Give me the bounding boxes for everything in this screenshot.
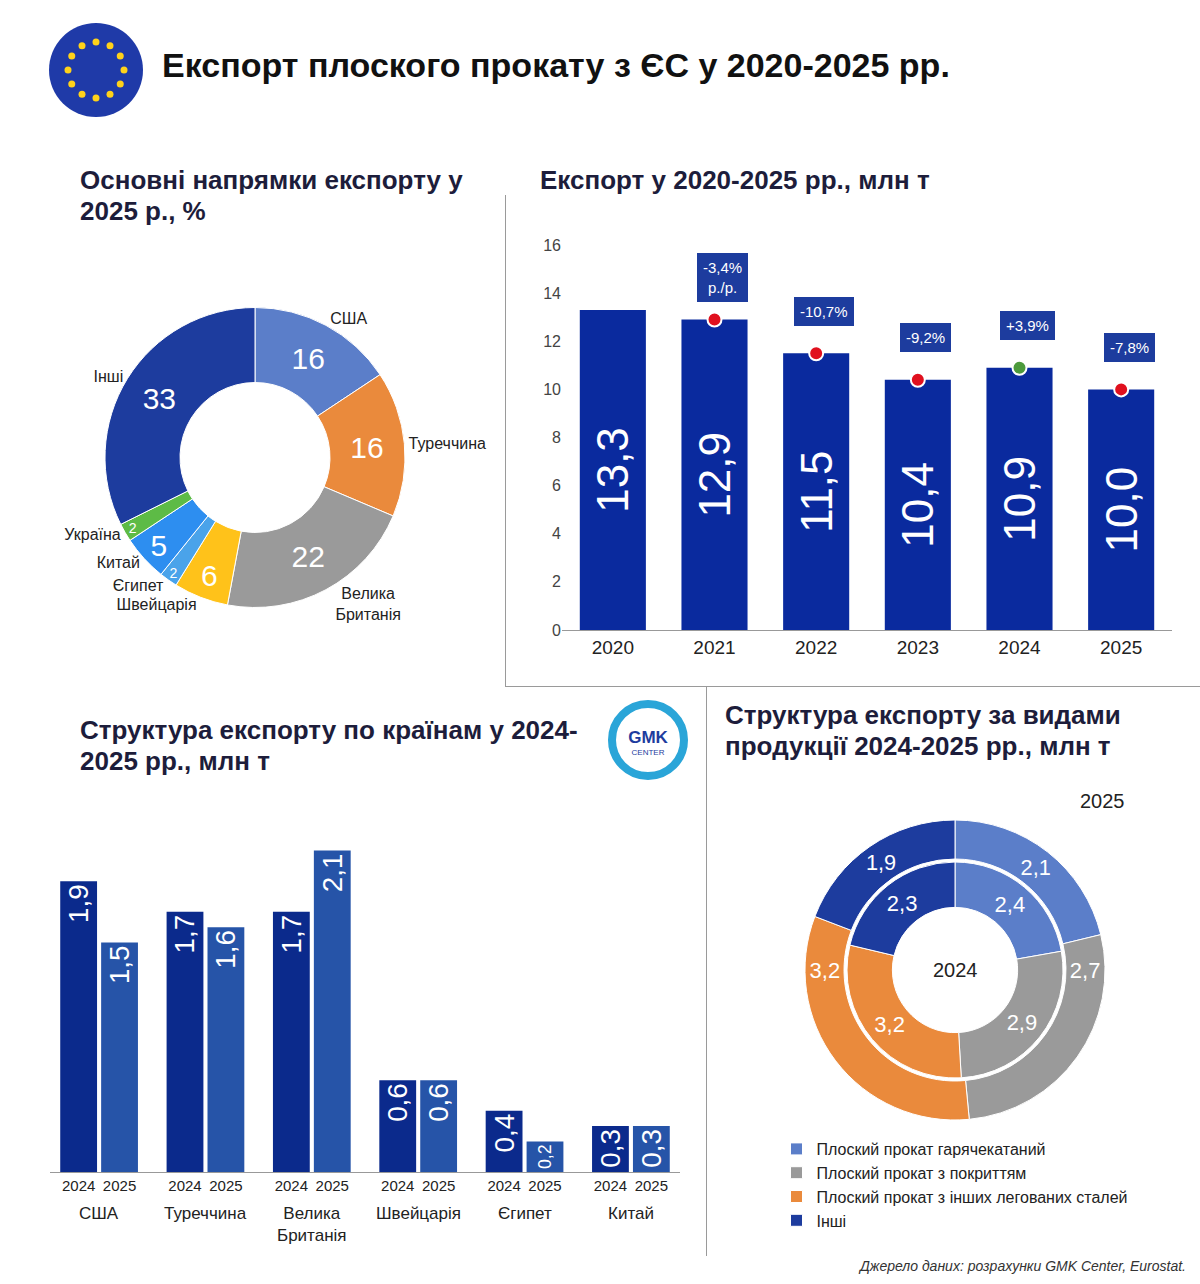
svg-text:CENTER: CENTER xyxy=(632,748,665,757)
svg-text:10,9: 10,9 xyxy=(995,456,1044,542)
html-text:Основні напрямки експорту у 20: Основні напрямки експорту у 2025 р., % xyxy=(80,165,463,227)
svg-text:1,6: 1,6 xyxy=(210,930,241,969)
svg-text:0,6: 0,6 xyxy=(423,1083,454,1122)
html-text:Експорт плоского прокату з ЄС: Експорт плоского прокату з ЄС у 2020-202… xyxy=(162,46,950,84)
svg-text:2025: 2025 xyxy=(635,1177,668,1194)
svg-text:Швейцарія: Швейцарія xyxy=(117,596,197,613)
svg-text:GMK: GMK xyxy=(628,728,668,747)
svg-text:0,3: 0,3 xyxy=(595,1129,626,1168)
svg-text:Плоский прокат з покриттям: Плоский прокат з покриттям xyxy=(817,1165,1027,1182)
svg-text:1,9: 1,9 xyxy=(866,850,896,875)
svg-text:0,3: 0,3 xyxy=(636,1129,667,1168)
svg-text:4: 4 xyxy=(552,525,561,542)
svg-text:Китай: Китай xyxy=(608,1204,654,1223)
svg-text:33: 33 xyxy=(143,382,176,415)
svg-text:0: 0 xyxy=(552,622,561,639)
html-text:Структура експорту по країнам: Структура експорту по країнам у 2024-202… xyxy=(80,715,578,777)
svg-text:0,4: 0,4 xyxy=(489,1114,520,1153)
svg-text:2025: 2025 xyxy=(528,1177,561,1194)
svg-text:5: 5 xyxy=(151,529,168,562)
html-text:Структура експорту за видами п: Структура експорту за видами продукції 2… xyxy=(725,700,1121,762)
svg-text:2024: 2024 xyxy=(62,1177,95,1194)
svg-text:2,1: 2,1 xyxy=(317,854,348,893)
svg-text:Туреччина: Туреччина xyxy=(164,1204,247,1223)
svg-text:22: 22 xyxy=(292,540,325,573)
svg-text:2025: 2025 xyxy=(316,1177,349,1194)
svg-text:1,9: 1,9 xyxy=(63,884,94,923)
svg-text:-3,4%р./р.: -3,4%р./р. xyxy=(703,259,742,296)
svg-text:2024: 2024 xyxy=(487,1177,520,1194)
svg-text:3,2: 3,2 xyxy=(810,958,841,983)
svg-text:2,1: 2,1 xyxy=(1021,855,1051,880)
svg-text:1,7: 1,7 xyxy=(169,915,200,954)
svg-text:2024: 2024 xyxy=(275,1177,308,1194)
svg-text:16: 16 xyxy=(543,237,561,254)
svg-text:2,3: 2,3 xyxy=(887,891,918,916)
svg-text:2025: 2025 xyxy=(209,1177,242,1194)
svg-text:Плоский прокат гарячекатаний: Плоский прокат гарячекатаний xyxy=(817,1141,1046,1158)
svg-text:11,5: 11,5 xyxy=(792,450,841,532)
svg-text:10,0: 10,0 xyxy=(1097,467,1146,553)
svg-text:2: 2 xyxy=(129,520,137,536)
svg-text:2,7: 2,7 xyxy=(1070,958,1101,983)
svg-text:2025: 2025 xyxy=(422,1177,455,1194)
svg-text:8: 8 xyxy=(552,429,561,446)
svg-text:Україна: Україна xyxy=(64,526,121,543)
svg-text:2022: 2022 xyxy=(795,637,837,658)
svg-text:Єгипет: Єгипет xyxy=(113,577,164,594)
svg-text:-9,2%: -9,2% xyxy=(906,329,945,346)
svg-text:2025: 2025 xyxy=(1080,790,1125,812)
svg-text:10,4: 10,4 xyxy=(893,462,942,548)
svg-text:1,7: 1,7 xyxy=(276,915,307,954)
svg-text:Єгипет: Єгипет xyxy=(498,1204,552,1223)
svg-text:США: США xyxy=(79,1204,119,1223)
svg-text:2025: 2025 xyxy=(103,1177,136,1194)
svg-text:3,2: 3,2 xyxy=(874,1012,905,1037)
svg-text:2023: 2023 xyxy=(897,637,939,658)
svg-text:+3,9%: +3,9% xyxy=(1006,317,1049,334)
svg-text:6: 6 xyxy=(201,559,218,592)
svg-text:2,4: 2,4 xyxy=(995,892,1026,917)
svg-text:2024: 2024 xyxy=(998,637,1041,658)
svg-text:2,9: 2,9 xyxy=(1007,1010,1038,1035)
svg-text:0,2: 0,2 xyxy=(535,1144,555,1169)
svg-text:2024: 2024 xyxy=(381,1177,414,1194)
svg-text:ВеликаБританія: ВеликаБританія xyxy=(277,1204,347,1245)
svg-text:США: США xyxy=(330,310,367,327)
svg-text:Інші: Інші xyxy=(817,1213,847,1230)
html-text:Джерело даних: розрахунки GMK: Джерело даних: розрахунки GMK Center, Eu… xyxy=(859,1258,1186,1274)
svg-text:Інші: Інші xyxy=(94,368,124,385)
svg-text:Швейцарія: Швейцарія xyxy=(376,1204,461,1223)
svg-text:0,6: 0,6 xyxy=(382,1083,413,1122)
svg-text:12: 12 xyxy=(543,333,561,350)
html-text:Експорт у 2020-2025 рр., млн т: Експорт у 2020-2025 рр., млн т xyxy=(540,165,930,195)
svg-text:14: 14 xyxy=(543,285,561,302)
svg-text:6: 6 xyxy=(552,477,561,494)
svg-text:2024: 2024 xyxy=(594,1177,627,1194)
svg-text:2024: 2024 xyxy=(168,1177,201,1194)
svg-text:10: 10 xyxy=(543,381,561,398)
svg-text:2024: 2024 xyxy=(933,959,978,981)
svg-text:2021: 2021 xyxy=(693,637,735,658)
svg-text:2: 2 xyxy=(169,565,177,581)
svg-text:2020: 2020 xyxy=(592,637,634,658)
svg-text:12,9: 12,9 xyxy=(690,432,739,518)
svg-text:-7,8%: -7,8% xyxy=(1110,339,1149,356)
svg-text:Китай: Китай xyxy=(97,554,140,571)
svg-text:Туреччина: Туреччина xyxy=(409,435,486,452)
svg-text:2025: 2025 xyxy=(1100,637,1142,658)
svg-text:13,3: 13,3 xyxy=(588,427,637,513)
svg-text:ВеликаБританія: ВеликаБританія xyxy=(335,585,400,623)
svg-text:1,5: 1,5 xyxy=(104,945,135,984)
svg-text:-10,7%: -10,7% xyxy=(800,303,848,320)
svg-text:Плоский прокат з інших легован: Плоский прокат з інших легованих сталей xyxy=(817,1189,1128,1206)
svg-text:16: 16 xyxy=(350,431,383,464)
svg-text:2: 2 xyxy=(552,573,561,590)
svg-text:16: 16 xyxy=(292,342,325,375)
